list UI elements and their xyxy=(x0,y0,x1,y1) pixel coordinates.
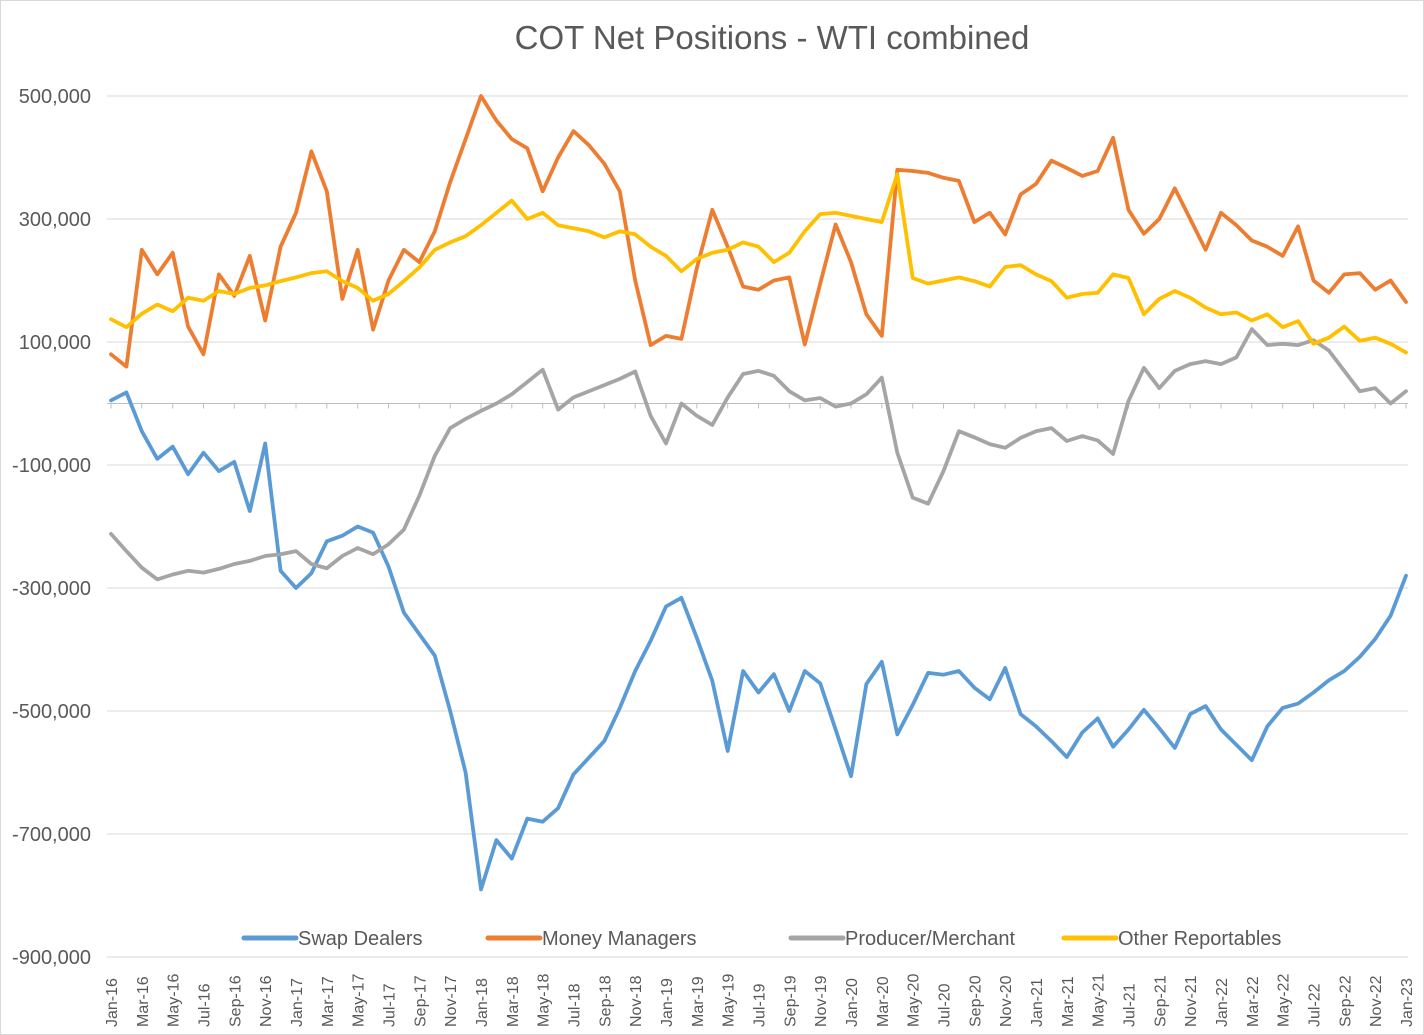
legend-label-swap-dealers: Swap Dealers xyxy=(298,928,423,950)
y-axis-tick-label: -300,000 xyxy=(12,578,91,600)
x-axis-tick-label: Mar-20 xyxy=(875,976,892,1027)
x-axis-tick-label: Nov-18 xyxy=(628,975,645,1027)
x-axis-tick-label: Jul-17 xyxy=(382,983,399,1027)
x-axis-tick-label: May-19 xyxy=(721,974,738,1027)
x-axis-labels: Jan-16 Mar-16 May-16 Jul-16 Sep-16 Nov-16 Jan-… xyxy=(104,974,1416,1027)
x-axis-tick-label: Sep-18 xyxy=(597,975,614,1027)
x-axis-tick-label: May-17 xyxy=(351,974,368,1027)
gridlines xyxy=(107,95,1408,958)
x-axis-tick-label: May-16 xyxy=(166,974,183,1027)
x-axis-tick-label: Jul-19 xyxy=(752,983,769,1027)
x-axis-tick-label: Jan-18 xyxy=(474,978,491,1027)
legend-label-other-reportables: Other Reportables xyxy=(1118,928,1281,950)
x-axis-tick-label: Mar-16 xyxy=(135,976,152,1027)
x-axis-tick-label: Nov-21 xyxy=(1183,975,1200,1027)
legend-label-money-managers: Money Managers xyxy=(542,928,697,950)
y-axis-tick-label: -100,000 xyxy=(12,455,91,477)
x-axis-tick-label: Mar-18 xyxy=(505,976,522,1027)
x-axis-tick-label: Jul-18 xyxy=(567,983,584,1027)
x-axis-tick-label: Jan-23 xyxy=(1399,978,1416,1027)
x-axis-tick-label: Sep-20 xyxy=(967,975,984,1027)
x-axis-tick-label: Jul-16 xyxy=(197,983,214,1027)
x-axis-tick-label: Mar-22 xyxy=(1245,976,1262,1027)
x-axis-tick-label: Sep-19 xyxy=(782,975,799,1027)
series-line-other-reportables xyxy=(109,172,1408,355)
x-axis-tick-label: Nov-17 xyxy=(443,975,460,1027)
series-lines xyxy=(109,94,1408,892)
y-axis-tick-label: 500,000 xyxy=(19,86,91,108)
x-axis-tick-label: Sep-21 xyxy=(1152,975,1169,1027)
x-axis-tick-label: Jan-16 xyxy=(104,978,121,1027)
x-axis-tick-label: Nov-20 xyxy=(998,975,1015,1027)
y-axis-tick-label: 300,000 xyxy=(19,209,91,231)
series-line-swap-dealers xyxy=(109,390,1408,892)
x-axis-tick-label: Jan-22 xyxy=(1214,978,1231,1027)
x-axis-tick-label: Nov-16 xyxy=(258,975,275,1027)
x-axis-tick-label: Jul-22 xyxy=(1307,983,1324,1027)
x-axis-tick-label: Jan-21 xyxy=(1029,978,1046,1027)
y-axis-tick-label: -700,000 xyxy=(12,824,91,846)
x-axis-tick-label: May-18 xyxy=(536,974,553,1027)
x-axis-tick-label: Sep-22 xyxy=(1337,975,1354,1027)
y-axis-tick-label: 100,000 xyxy=(19,332,91,354)
y-axis-labels: 500,000 300,000 100,000 -100,000 -300,000 -50… xyxy=(12,86,91,969)
x-axis-tick-label: May-21 xyxy=(1091,974,1108,1027)
legend: Swap Dealers Money Managers Producer/Mer… xyxy=(241,928,1281,950)
x-axis-tick-label: Jan-19 xyxy=(659,978,676,1027)
x-axis-tick-label: May-22 xyxy=(1276,974,1293,1027)
chart-title: COT Net Positions - WTI combined xyxy=(515,19,1030,56)
x-axis-tick-label: Jul-21 xyxy=(1122,983,1139,1027)
series-line-producer-merchant xyxy=(109,327,1408,582)
x-axis xyxy=(107,403,1408,409)
y-axis-tick-label: -900,000 xyxy=(12,947,91,969)
x-axis-tick-label: Sep-17 xyxy=(412,975,429,1027)
x-axis-tick-label: Jan-17 xyxy=(289,978,306,1027)
x-axis-tick-label: Mar-19 xyxy=(690,976,707,1027)
x-axis-tick-label: Nov-19 xyxy=(813,975,830,1027)
x-axis-tick-label: May-20 xyxy=(906,974,923,1027)
legend-label-producer-merchant: Producer/Merchant xyxy=(845,928,1016,950)
x-axis-tick-label: Nov-22 xyxy=(1368,975,1385,1027)
x-axis-tick-label: Sep-16 xyxy=(227,975,244,1027)
series-line-money-managers xyxy=(109,94,1408,369)
x-axis-tick-label: Mar-21 xyxy=(1060,976,1077,1027)
x-axis-tick-label: Jan-20 xyxy=(844,978,861,1027)
x-axis-tick-label: Mar-17 xyxy=(320,976,337,1027)
x-axis-tick-label: Jul-20 xyxy=(937,983,954,1027)
y-axis-tick-label: -500,000 xyxy=(12,701,91,723)
